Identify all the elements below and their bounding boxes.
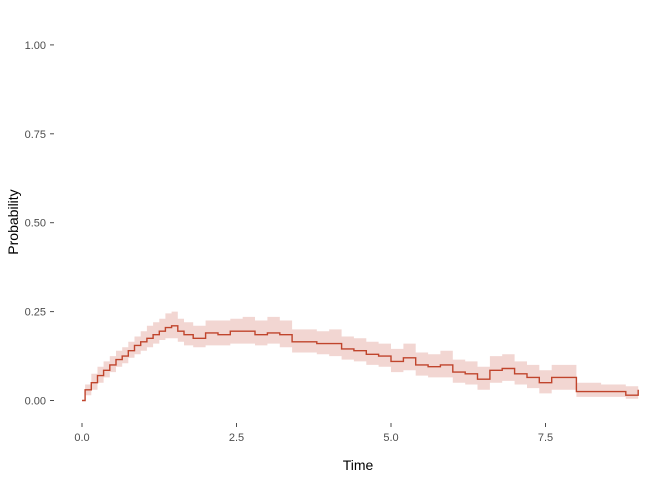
confidence-band-layer [82, 311, 639, 401]
y-tick-label: 1.00 [25, 40, 46, 52]
y-axis-title: Probability [5, 189, 21, 254]
confidence-band [82, 311, 639, 401]
y-tick-label: 0.50 [25, 218, 46, 230]
y-tick-label: 0.75 [25, 129, 46, 141]
x-tick-label: 5.0 [383, 432, 398, 444]
y-axis: 0.00 0.25 0.50 0.75 1.00 [25, 40, 54, 408]
y-tick-label: 0.00 [25, 396, 46, 408]
series-line [82, 325, 639, 402]
y-tick-label: 0.25 [25, 307, 46, 319]
x-axis: 0.0 2.5 5.0 7.5 [74, 423, 553, 444]
x-tick-label: 7.5 [538, 432, 553, 444]
series-line-layer [82, 325, 639, 402]
x-tick-label: 0.0 [74, 432, 89, 444]
x-tick-label: 2.5 [229, 432, 244, 444]
x-axis-title: Time [343, 457, 374, 473]
